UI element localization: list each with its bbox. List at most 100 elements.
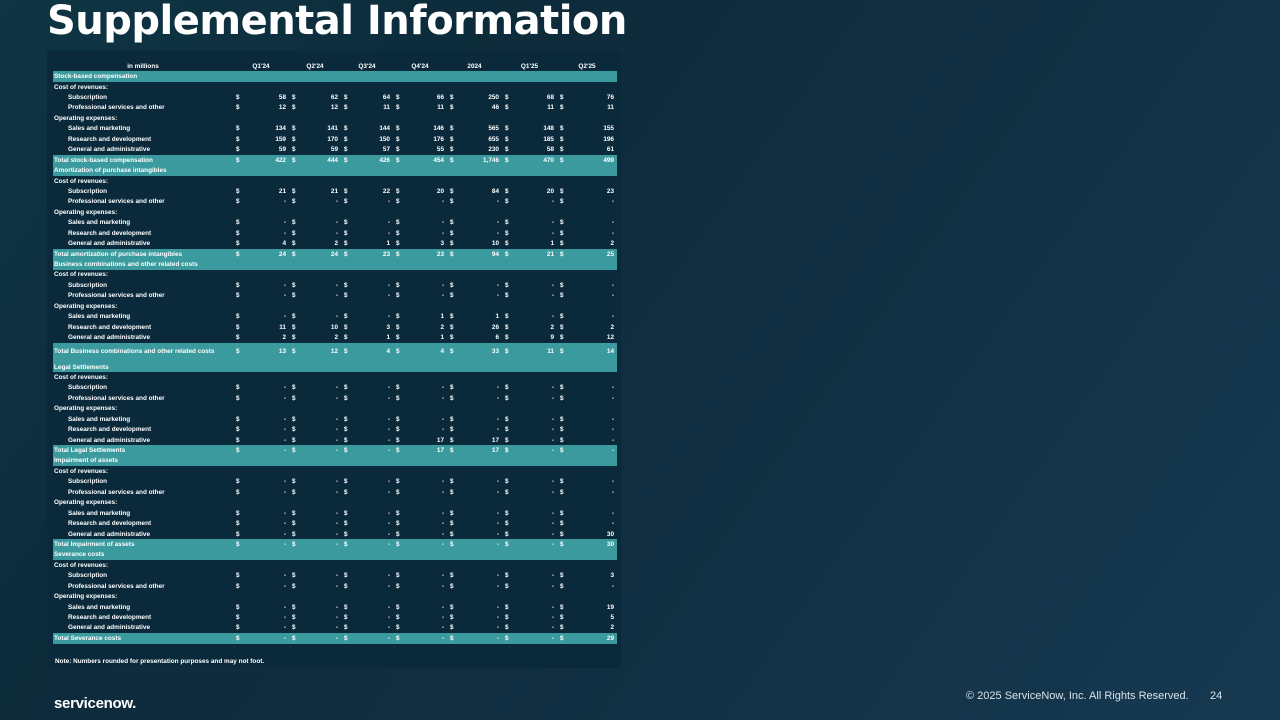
table-row: Cost of revenues: bbox=[53, 560, 617, 570]
value-cell: - bbox=[515, 539, 557, 550]
table-body: Stock-based compensation Cost of revenues… bbox=[53, 71, 617, 644]
value-cell: - bbox=[441, 572, 444, 580]
value-cell: 2 bbox=[610, 624, 614, 632]
value-cell: - bbox=[335, 313, 338, 321]
table-row: Operating expenses: bbox=[53, 498, 617, 508]
currency-symbol: $ bbox=[236, 509, 240, 517]
value-cell: 655 bbox=[488, 135, 499, 143]
value-cell: 9 bbox=[550, 334, 554, 342]
currency-symbol: $ bbox=[505, 229, 509, 237]
value-cell: - bbox=[551, 219, 554, 227]
value-cell: 25 bbox=[570, 248, 617, 260]
column-header: Q1'24 bbox=[252, 62, 270, 70]
currency-symbol: $ bbox=[396, 520, 400, 528]
value-cell: 11 bbox=[279, 323, 286, 331]
value-cell: - bbox=[611, 509, 614, 517]
table-row: Subscription $ - $ - $ - $ - $ - $ - $3 bbox=[53, 571, 617, 581]
row-label: Operating expenses: bbox=[54, 114, 118, 122]
value-cell: - bbox=[496, 624, 499, 632]
currency-symbol: $ bbox=[236, 125, 240, 133]
currency-symbol: $ bbox=[396, 146, 400, 154]
empty-cell bbox=[233, 591, 617, 601]
empty-cell bbox=[233, 549, 617, 561]
value-cell: 68 bbox=[546, 94, 554, 102]
value-cell: 58 bbox=[278, 94, 286, 102]
value-cell: 4 bbox=[354, 342, 393, 362]
row-label: Cost of revenues: bbox=[54, 467, 108, 475]
currency-symbol: $ bbox=[450, 219, 454, 227]
currency-symbol: $ bbox=[560, 146, 564, 154]
currency-symbol: $ bbox=[292, 313, 296, 321]
table-row: General and administrative $59 $59 $57 $55 $2… bbox=[53, 145, 617, 155]
value-cell: 250 bbox=[488, 94, 499, 102]
total-label: Total Legal Settlements bbox=[53, 445, 233, 456]
currency-symbol: $ bbox=[289, 633, 302, 644]
value-cell: - bbox=[496, 415, 499, 423]
currency-symbol: $ bbox=[236, 323, 240, 331]
table-row: General and administrative $2 $2 $1 $1 $6 $9 $1… bbox=[53, 332, 617, 342]
value-cell: - bbox=[283, 624, 286, 632]
currency-symbol: $ bbox=[341, 248, 354, 260]
value-cell: 170 bbox=[327, 135, 338, 143]
value-cell: 5 bbox=[610, 614, 614, 622]
row-label: Cost of revenues: bbox=[54, 177, 108, 185]
currency-symbol: $ bbox=[292, 384, 296, 392]
value-cell: - bbox=[496, 488, 499, 496]
column-header: Q2'24 bbox=[306, 62, 324, 70]
empty-cell bbox=[233, 113, 617, 123]
currency-symbol: $ bbox=[233, 154, 246, 166]
row-label: Professional services and other bbox=[68, 198, 165, 206]
currency-symbol: $ bbox=[505, 146, 509, 154]
value-cell: - bbox=[335, 292, 338, 300]
currency-symbol: $ bbox=[505, 624, 509, 632]
section-label: Business combinations and other related … bbox=[53, 259, 233, 270]
currency-symbol: $ bbox=[560, 436, 564, 444]
value-cell: - bbox=[496, 394, 499, 402]
currency-symbol: $ bbox=[344, 394, 348, 402]
currency-symbol: $ bbox=[447, 633, 460, 644]
value-cell: - bbox=[611, 292, 614, 300]
value-cell: - bbox=[283, 509, 286, 517]
row-label: Operating expenses: bbox=[54, 499, 118, 507]
value-cell: 12 bbox=[330, 104, 338, 112]
value-cell: - bbox=[551, 198, 554, 206]
value-cell: 470 bbox=[515, 154, 557, 166]
currency-symbol: $ bbox=[396, 334, 400, 342]
row-label: Research and development bbox=[68, 323, 152, 331]
currency-symbol: $ bbox=[292, 240, 296, 248]
row-label: Professional services and other bbox=[68, 292, 165, 300]
empty-cell bbox=[233, 361, 617, 373]
currency-symbol: $ bbox=[396, 94, 400, 102]
value-cell: - bbox=[406, 539, 447, 550]
empty-cell bbox=[233, 560, 617, 570]
currency-symbol: $ bbox=[344, 135, 348, 143]
value-cell: - bbox=[387, 292, 390, 300]
currency-symbol: $ bbox=[292, 520, 296, 528]
value-cell: - bbox=[387, 582, 390, 590]
row-label: General and administrative bbox=[68, 240, 151, 248]
row-label: Cost of revenues: bbox=[54, 373, 108, 381]
column-header: Q1'25 bbox=[520, 62, 539, 70]
currency-symbol: $ bbox=[344, 415, 348, 423]
currency-symbol: $ bbox=[557, 342, 570, 362]
value-cell: 30 bbox=[606, 530, 614, 538]
currency-symbol: $ bbox=[450, 415, 454, 423]
value-cell: - bbox=[611, 478, 614, 486]
value-cell: - bbox=[283, 436, 286, 444]
currency-symbol: $ bbox=[292, 426, 296, 434]
table-row: Sales and marketing $ - $ - $ - $ - $ - $ - $ - bbox=[53, 218, 617, 228]
currency-symbol: $ bbox=[560, 125, 564, 133]
table-row: General and administrative $ - $ - $ - $17 $17 $ -… bbox=[53, 435, 617, 445]
currency-symbol: $ bbox=[560, 187, 564, 195]
row-label: Operating expenses: bbox=[54, 593, 118, 601]
value-cell: - bbox=[611, 436, 614, 444]
value-cell: - bbox=[387, 313, 390, 321]
currency-symbol: $ bbox=[505, 334, 509, 342]
currency-symbol: $ bbox=[289, 248, 302, 260]
value-cell: 2 bbox=[550, 323, 554, 331]
table-row: Operating expenses: bbox=[53, 404, 617, 414]
value-cell: 454 bbox=[406, 154, 447, 166]
currency-symbol: $ bbox=[447, 445, 460, 456]
value-cell: 1 bbox=[495, 313, 499, 321]
value-cell: - bbox=[441, 614, 444, 622]
